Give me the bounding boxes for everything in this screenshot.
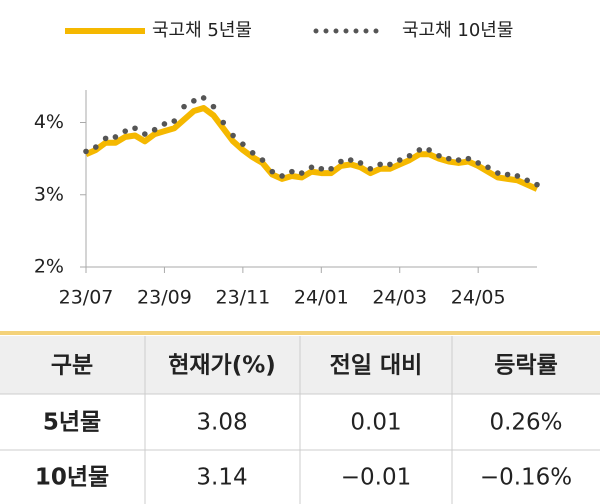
x-tick-label: 24/05 bbox=[451, 287, 506, 309]
series-dot bbox=[171, 118, 178, 124]
series-dot bbox=[259, 157, 266, 163]
series-dot bbox=[220, 119, 227, 126]
series-dot bbox=[436, 152, 442, 159]
series-dot bbox=[230, 132, 236, 139]
series-dot bbox=[475, 160, 481, 166]
y-tick-label: 4% bbox=[34, 111, 64, 133]
series-dot bbox=[328, 165, 334, 172]
series-dot bbox=[504, 171, 511, 178]
series-dot bbox=[102, 135, 109, 142]
table-header: 등락률 bbox=[494, 353, 557, 379]
x-tick-label: 24/03 bbox=[372, 287, 427, 309]
series-dot bbox=[249, 150, 256, 156]
series-dot bbox=[200, 95, 207, 101]
series-dot bbox=[210, 103, 217, 110]
x-tick-label: 23/07 bbox=[59, 287, 114, 309]
y-tick-label: 3% bbox=[34, 183, 64, 205]
series-line bbox=[84, 105, 539, 192]
series-dot bbox=[112, 134, 119, 140]
series-dot bbox=[151, 126, 158, 133]
series-dot bbox=[357, 160, 364, 166]
x-tick-label: 23/09 bbox=[137, 287, 192, 309]
series-dot bbox=[122, 128, 129, 134]
y-tick-label: 2% bbox=[34, 256, 64, 278]
series-dot bbox=[485, 164, 491, 171]
series-dot bbox=[240, 141, 246, 147]
series-dot bbox=[83, 148, 89, 155]
table-cell: 3.14 bbox=[196, 465, 247, 491]
series-dot bbox=[426, 147, 432, 153]
table-cell: −0.16% bbox=[480, 465, 572, 491]
x-tick-label: 23/11 bbox=[215, 287, 270, 309]
series-dot bbox=[396, 157, 403, 163]
series-dot bbox=[318, 165, 325, 172]
legend-label: 국고채 10년물 bbox=[402, 20, 513, 41]
series-dot bbox=[338, 158, 344, 165]
series-dot bbox=[387, 161, 393, 168]
series-dot bbox=[455, 157, 462, 163]
series-dot bbox=[524, 177, 530, 184]
series-dot bbox=[93, 144, 99, 150]
table-header: 전일 대비 bbox=[330, 353, 423, 379]
series-dot bbox=[465, 155, 472, 162]
table-header: 현재가(%) bbox=[168, 353, 276, 379]
legend-label: 국고채 5년물 bbox=[152, 20, 252, 41]
row-label: 5년물 bbox=[43, 410, 101, 436]
series-dot bbox=[367, 165, 374, 172]
x-tick-label: 24/01 bbox=[294, 287, 349, 309]
series-dot bbox=[181, 103, 187, 110]
series-dot bbox=[514, 173, 521, 179]
series-dot bbox=[161, 121, 168, 127]
series-dot bbox=[534, 181, 540, 188]
series-dot bbox=[298, 170, 305, 176]
table-header: 구분 bbox=[51, 353, 93, 379]
series-dot bbox=[142, 131, 148, 137]
series-dot bbox=[347, 157, 354, 163]
table-cell: 0.01 bbox=[350, 410, 401, 436]
series-dot bbox=[191, 98, 197, 104]
series-dot bbox=[132, 125, 138, 132]
series-dot bbox=[289, 168, 295, 175]
series-dot bbox=[308, 164, 315, 171]
series-dot bbox=[494, 170, 501, 176]
series-dot bbox=[416, 147, 423, 153]
row-label: 10년물 bbox=[35, 465, 109, 491]
table-cell: 3.08 bbox=[196, 410, 247, 436]
series-dot bbox=[377, 161, 383, 168]
series-dot bbox=[445, 155, 452, 162]
table-cell: −0.01 bbox=[341, 465, 411, 491]
series-dot bbox=[406, 152, 413, 159]
series-dot bbox=[279, 173, 285, 179]
table-cell: 0.26% bbox=[489, 410, 562, 436]
series-dot bbox=[269, 168, 276, 175]
